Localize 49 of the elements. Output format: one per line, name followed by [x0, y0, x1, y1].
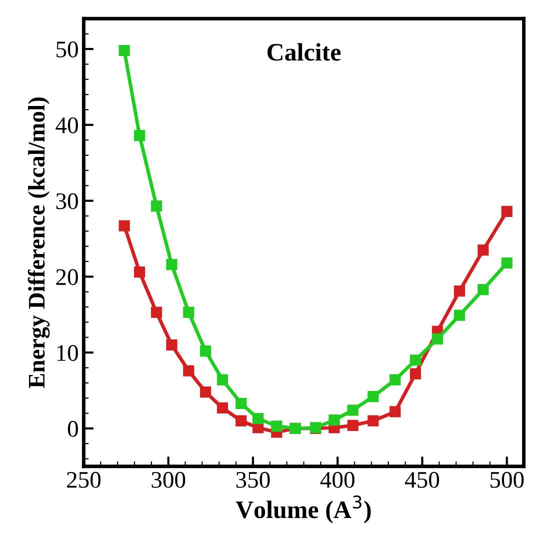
x-axis-title: Volume (A$^{3}$)	[236, 495, 371, 524]
point	[150, 200, 162, 212]
y-tick-label: 50	[56, 42, 78, 58]
point	[134, 266, 146, 278]
point	[390, 406, 401, 418]
point	[118, 44, 130, 56]
y-tick-label: 0	[68, 420, 78, 437]
point	[118, 220, 130, 232]
y-tick-label: 40	[56, 117, 78, 134]
point	[200, 386, 212, 398]
point	[216, 402, 228, 414]
point	[183, 306, 194, 318]
point	[166, 258, 178, 270]
y-axis-title: Energy Difference (kcal/mol)	[28, 98, 50, 388]
point	[478, 244, 489, 256]
point	[216, 374, 228, 386]
point	[236, 398, 247, 409]
point	[454, 286, 466, 297]
point	[501, 206, 512, 217]
point	[150, 306, 162, 318]
point	[347, 420, 358, 431]
point	[271, 420, 282, 432]
x-tick-label: 300	[152, 472, 186, 488]
point	[454, 310, 466, 321]
point	[410, 368, 422, 380]
point	[347, 404, 358, 416]
x-tick-label: 400	[320, 472, 354, 488]
point	[183, 365, 194, 376]
point	[478, 284, 489, 296]
point	[368, 415, 379, 426]
point	[328, 414, 340, 426]
point	[410, 354, 422, 366]
point	[390, 374, 401, 386]
x-tick-label: 350	[236, 472, 270, 488]
y-tick-label: 20	[56, 269, 78, 286]
point	[200, 345, 212, 357]
point	[252, 413, 264, 424]
point	[236, 415, 247, 426]
point	[432, 333, 444, 344]
y-tick-label: 10	[57, 345, 78, 361]
text: Calcite	[267, 43, 341, 61]
x-tick-label: 250	[67, 472, 101, 488]
x-tick-label: 450	[404, 472, 440, 488]
point	[166, 339, 178, 351]
x-tick-label: 500	[490, 472, 524, 488]
point	[134, 130, 146, 142]
point	[368, 391, 379, 402]
point	[501, 257, 512, 269]
y-tick-label: 30	[56, 193, 78, 210]
